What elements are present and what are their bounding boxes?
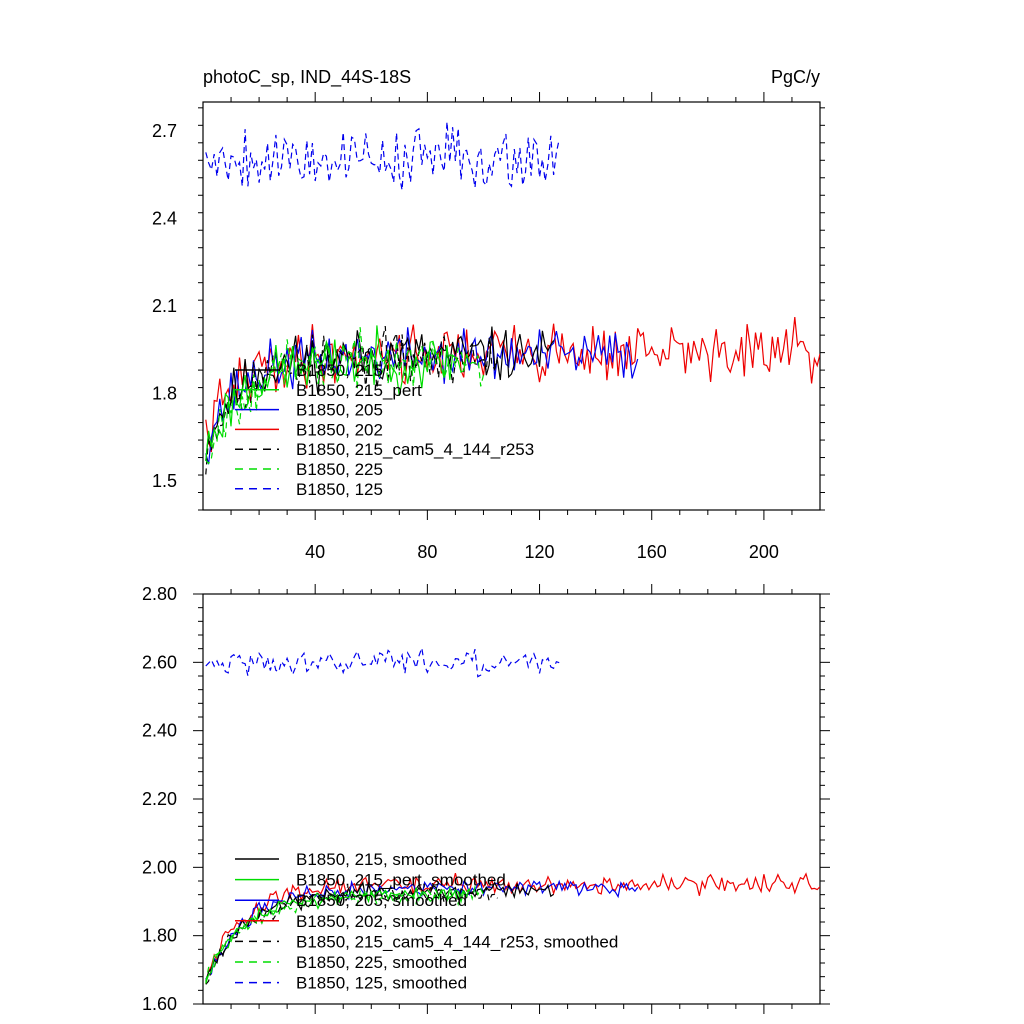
y-tick-label: 2.1 xyxy=(152,296,177,316)
x-tick-label: 160 xyxy=(637,542,667,562)
y-tick-label: 1.5 xyxy=(152,471,177,491)
y-tick-label: 1.80 xyxy=(142,926,177,946)
series-line-6 xyxy=(205,647,560,678)
series-line-1 xyxy=(205,325,470,462)
legend-label: B1850, 125, smoothed xyxy=(296,974,467,993)
legend-label: B1850, 202, smoothed xyxy=(296,912,467,931)
legend-label: B1850, 215_cam5_4_144_r253 xyxy=(296,440,534,459)
legend-label: B1850, 215, smoothed xyxy=(296,850,467,869)
x-tick-label: 40 xyxy=(305,542,325,562)
y-tick-label: 1.8 xyxy=(152,383,177,403)
series-line-4 xyxy=(205,884,498,985)
x-tick-label: 120 xyxy=(525,542,555,562)
y-tick-label: 2.60 xyxy=(142,652,177,672)
series-line-5 xyxy=(205,327,485,465)
y-tick-label: 2.80 xyxy=(142,584,177,604)
legend-label: B1850, 215_pert xyxy=(296,381,422,400)
top-panel-units: PgC/y xyxy=(771,67,820,87)
legend-label: B1850, 215 xyxy=(296,361,383,380)
legend-label: B1850, 215_pert, smoothed xyxy=(296,871,506,890)
legend-label: B1850, 225, smoothed xyxy=(296,953,467,972)
y-tick-label: 2.7 xyxy=(152,121,177,141)
y-tick-label: 2.40 xyxy=(142,721,177,741)
legend-label: B1850, 225 xyxy=(296,460,383,479)
top-panel: photoC_sp, IND_44S-18S PgC/y 1.5 1.8 2.1 2.… xyxy=(152,67,825,562)
bottom-panel: 1.60 1.80 2.00 2.20 2.40 2.60 2.80 B1850, 215, … xyxy=(142,584,830,1014)
legend-label: B1850, 205 xyxy=(296,401,383,420)
series-line-1 xyxy=(205,886,470,984)
legend-label: B1850, 205, smoothed xyxy=(296,891,467,910)
y-tick-label: 2.20 xyxy=(142,789,177,809)
series-group xyxy=(205,121,820,475)
legend-label: B1850, 202 xyxy=(296,420,383,439)
x-tick-label: 80 xyxy=(417,542,437,562)
y-tick-label: 2.00 xyxy=(142,857,177,877)
y-tick-label: 2.4 xyxy=(152,209,177,229)
legend-label: B1850, 215_cam5_4_144_r253, smoothed xyxy=(296,932,618,951)
y-tick-label: 1.60 xyxy=(142,994,177,1014)
x-tick-label: 200 xyxy=(749,542,779,562)
series-line-6 xyxy=(205,121,560,191)
legend-label: B1850, 125 xyxy=(296,480,383,499)
top-panel-title: photoC_sp, IND_44S-18S xyxy=(203,67,411,88)
